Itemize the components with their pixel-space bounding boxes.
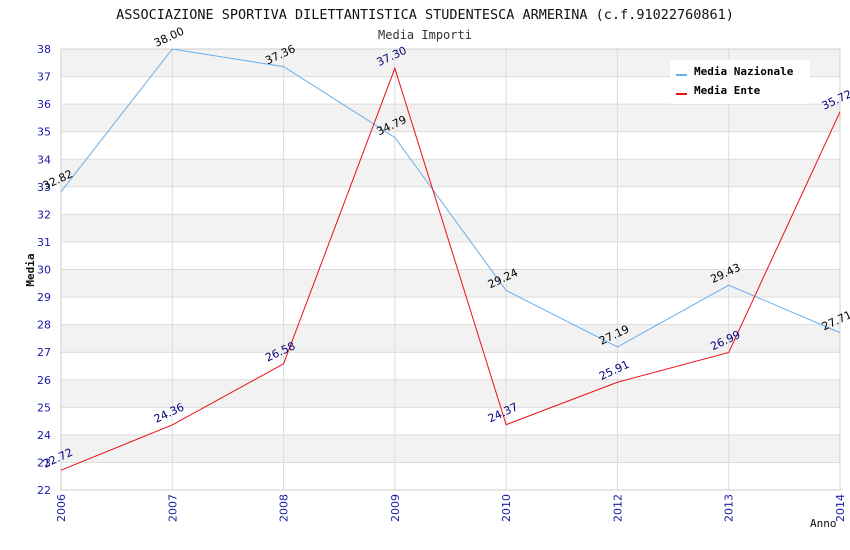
grid-band (61, 462, 840, 490)
x-tick-label: 2014 (834, 494, 847, 522)
y-tick-label: 33 (37, 181, 51, 194)
x-tick-label: 2013 (723, 494, 736, 522)
y-tick-label: 23 (37, 456, 51, 469)
x-tick-labels: 2006 2007 2008 2009 2010 2012 2013 2014 (55, 494, 847, 522)
grid-band (61, 434, 840, 463)
y-tick-label: 24 (37, 429, 51, 442)
grid-band (61, 159, 840, 187)
y-tick-label: 29 (37, 291, 51, 304)
legend: Media Nazionale Media Ente (670, 60, 810, 104)
grid-band (61, 131, 840, 160)
y-tick-label: 32 (37, 208, 51, 221)
x-tick-label: 2006 (55, 494, 68, 522)
y-tick-label: 37 (37, 71, 51, 84)
series-line-media-nazionale (60, 48, 841, 348)
y-tick-label: 26 (37, 374, 51, 387)
legend-label: Media Nazionale (694, 65, 794, 78)
y-tick-label: 22 (37, 484, 51, 497)
chart-subtitle: Media Importi (378, 28, 472, 42)
x-tick-label: 2010 (500, 494, 513, 522)
y-tick-label: 34 (37, 153, 51, 166)
grid-band (61, 214, 840, 242)
y-axis-label: Media (24, 253, 37, 286)
grid-band (61, 324, 840, 353)
x-tick-label: 2009 (389, 494, 402, 522)
y-tick-label: 30 (37, 264, 51, 277)
chart-title: ASSOCIAZIONE SPORTIVA DILETTANTISTICA ST… (116, 7, 734, 23)
grid-bands (61, 49, 840, 490)
grid-band (61, 269, 840, 298)
axes (60, 48, 841, 491)
y-tick-labels: 22 23 24 25 26 27 28 29 30 31 32 33 34 35 36 37 38 (37, 43, 51, 497)
y-tick-label: 31 (37, 236, 51, 249)
grid-band (61, 407, 840, 435)
grid-band (61, 297, 840, 325)
y-tick-label: 38 (37, 43, 51, 56)
x-tick-label: 2008 (278, 494, 291, 522)
plot-frame (60, 48, 841, 491)
series-lines (60, 48, 841, 471)
data-label: 38.00 (152, 25, 186, 50)
y-tick-label: 36 (37, 98, 51, 111)
legend-box (670, 60, 810, 104)
legend-label: Media Ente (694, 84, 761, 97)
y-tick-label: 35 (37, 126, 51, 139)
y-tick-label: 27 (37, 346, 51, 359)
y-tick-label: 25 (37, 401, 51, 414)
grid-band (61, 379, 840, 408)
x-tick-label: 2007 (166, 494, 179, 522)
x-tick-label: 2012 (611, 494, 624, 522)
y-tick-label: 28 (37, 319, 51, 332)
grid-band (61, 104, 840, 132)
grid-band (61, 352, 840, 380)
x-axis-label: Anno (810, 517, 837, 530)
series-line-media-ente (60, 66, 841, 471)
grid-band (61, 186, 840, 215)
